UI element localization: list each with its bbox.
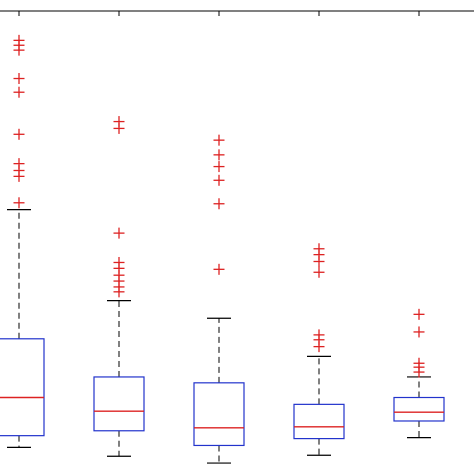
box-group-1 <box>0 34 45 449</box>
box-iqr <box>193 382 245 447</box>
outlier-marker <box>313 329 325 341</box>
outlier-marker <box>413 357 425 369</box>
outlier-marker <box>13 158 25 170</box>
box-group-2 <box>93 116 145 457</box>
box-iqr <box>93 376 145 432</box>
outlier-marker <box>313 266 325 278</box>
box-iqr <box>393 396 445 422</box>
outlier-marker <box>213 198 225 210</box>
box-group-4 <box>293 243 345 456</box>
outlier-marker <box>413 308 425 320</box>
outlier-marker <box>313 243 325 255</box>
box-iqr <box>0 338 45 437</box>
plot-area <box>0 34 445 464</box>
outlier-marker <box>113 227 125 239</box>
outlier-marker <box>13 128 25 140</box>
box-group-3 <box>193 134 245 464</box>
outlier-marker <box>113 116 125 128</box>
outlier-marker <box>213 174 225 186</box>
outlier-marker <box>13 86 25 98</box>
x-axis-ticks <box>18 11 420 16</box>
box-group-5 <box>393 308 445 439</box>
outlier-marker <box>213 134 225 146</box>
outlier-marker <box>113 256 125 268</box>
outlier-marker <box>13 73 25 85</box>
outlier-marker <box>213 263 225 275</box>
outlier-marker <box>213 149 225 161</box>
outlier-marker <box>413 326 425 338</box>
box-iqr <box>293 403 345 440</box>
outlier-marker <box>13 34 25 46</box>
outlier-marker <box>213 161 225 173</box>
outlier-marker <box>13 197 25 209</box>
